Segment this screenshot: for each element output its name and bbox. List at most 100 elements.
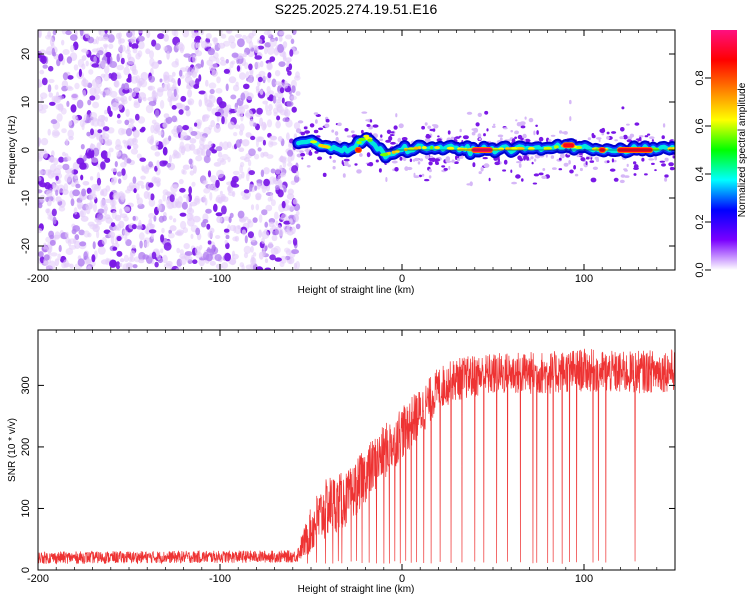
signal-speckle xyxy=(590,177,597,183)
noise-speckle xyxy=(132,129,140,138)
noise-speckle xyxy=(206,102,214,108)
signal-fleck xyxy=(459,147,466,151)
noise-speckle xyxy=(236,65,241,72)
colorbar-tick-label: 0.2 xyxy=(694,214,706,229)
noise-speckle xyxy=(160,234,165,243)
noise-speckle xyxy=(195,42,201,49)
noise-speckle xyxy=(279,87,285,94)
noise-speckle xyxy=(105,51,112,58)
signal-speckle xyxy=(634,122,640,126)
noise-speckle xyxy=(183,243,190,250)
noise-speckle xyxy=(232,84,240,92)
signal-speckle xyxy=(664,157,669,162)
signal-speckle xyxy=(343,158,350,162)
noise-speckle xyxy=(109,199,117,207)
noise-speckle xyxy=(163,46,168,52)
noise-speckle xyxy=(68,120,73,126)
noise-speckle xyxy=(186,84,191,90)
noise-speckle xyxy=(145,48,151,55)
noise-speckle xyxy=(272,230,277,236)
noise-speckle xyxy=(179,187,186,193)
signal-speckle xyxy=(395,113,398,118)
noise-speckle xyxy=(261,230,270,239)
noise-speckle xyxy=(171,30,177,36)
signal-speckle xyxy=(414,157,420,162)
signal-speckle xyxy=(421,125,425,130)
noise-speckle xyxy=(265,103,269,112)
signal-speckle xyxy=(455,136,460,139)
signal-speckle xyxy=(397,137,402,143)
signal-speckle xyxy=(587,137,592,141)
noise-speckle xyxy=(235,139,242,148)
noise-speckle xyxy=(43,150,48,159)
noise-speckle xyxy=(43,260,48,266)
noise-speckle xyxy=(54,258,60,267)
noise-speckle xyxy=(262,76,268,81)
noise-speckle xyxy=(216,216,223,224)
noise-speckle xyxy=(277,81,284,87)
signal-speckle xyxy=(478,171,482,175)
noise-speckle xyxy=(156,160,160,169)
signal-fleck xyxy=(492,147,499,151)
signal-speckle xyxy=(520,137,524,141)
noise-speckle xyxy=(295,170,300,178)
signal-speckle xyxy=(471,131,476,136)
signal-fleck xyxy=(413,146,419,150)
noise-speckle xyxy=(171,105,177,110)
noise-speckle xyxy=(189,170,195,176)
noise-speckle xyxy=(291,249,299,255)
signal-speckle xyxy=(493,123,496,127)
noise-speckle xyxy=(89,112,98,119)
noise-speckle xyxy=(185,255,193,261)
signal-speckle xyxy=(573,165,576,170)
noise-speckle xyxy=(159,99,165,109)
noise-speckle xyxy=(266,46,275,55)
noise-speckle xyxy=(169,97,173,107)
noise-speckle xyxy=(126,185,134,192)
noise-speckle xyxy=(55,175,59,181)
noise-speckle xyxy=(49,37,55,47)
noise-speckle xyxy=(192,54,197,64)
noise-speckle xyxy=(154,109,160,118)
noise-speckle xyxy=(138,80,143,87)
noise-speckle xyxy=(145,255,153,264)
signal-speckle xyxy=(359,153,363,157)
signal-speckle xyxy=(361,111,368,114)
signal-speckle xyxy=(399,156,403,161)
noise-speckle xyxy=(255,192,261,201)
noise-speckle xyxy=(102,43,109,48)
noise-speckle xyxy=(96,230,100,239)
noise-speckle xyxy=(116,119,122,125)
signal-speckle xyxy=(347,164,352,168)
spectrogram-y-tick-label: 0 xyxy=(20,147,32,153)
noise-speckle xyxy=(221,116,225,125)
noise-speckle xyxy=(237,210,245,219)
signal-speckle xyxy=(317,156,323,161)
noise-speckle xyxy=(96,177,102,186)
noise-speckle xyxy=(47,84,52,93)
snr-y-tick-label: 200 xyxy=(20,438,32,456)
noise-speckle xyxy=(162,160,168,165)
noise-speckle xyxy=(123,215,129,222)
signal-speckle xyxy=(306,165,311,168)
noise-speckle xyxy=(157,130,163,136)
signal-fleck xyxy=(554,145,559,149)
noise-speckle xyxy=(132,176,137,184)
noise-speckle xyxy=(248,148,256,157)
noise-speckle xyxy=(92,101,100,109)
signal-speckle xyxy=(354,163,358,166)
colorbar-label: Normalized spectral amplitude xyxy=(737,82,748,217)
signal-speckle xyxy=(569,116,572,122)
noise-speckle xyxy=(38,30,42,38)
signal-speckle xyxy=(299,150,304,153)
noise-speckle xyxy=(106,151,111,159)
noise-speckle xyxy=(45,196,49,203)
signal-speckle xyxy=(421,173,425,177)
signal-speckle xyxy=(483,133,486,137)
noise-speckle xyxy=(265,204,273,212)
noise-speckle xyxy=(151,61,160,69)
signal-speckle xyxy=(606,160,610,164)
noise-speckle xyxy=(247,231,254,239)
signal-speckle xyxy=(350,130,355,134)
noise-speckle xyxy=(195,35,202,41)
